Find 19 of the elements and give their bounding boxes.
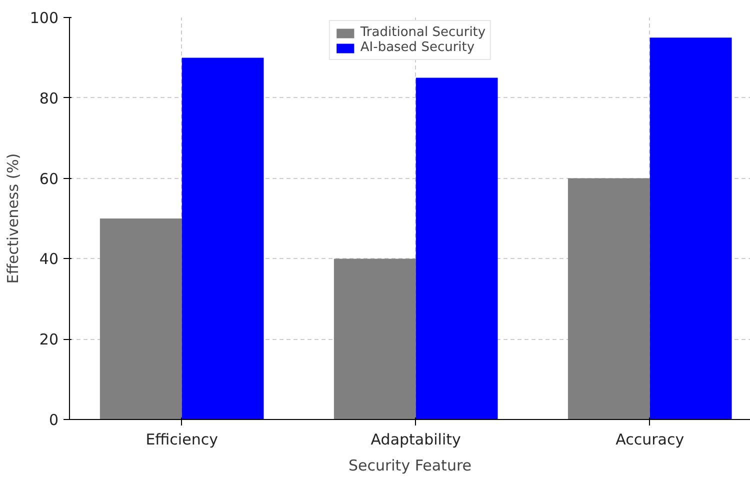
bar	[650, 38, 732, 420]
y-tick-label: 40	[39, 250, 59, 268]
x-tick-label: Accuracy	[616, 430, 684, 448]
y-tick-label: 0	[48, 411, 59, 429]
y-tick-label: 20	[39, 330, 59, 349]
bar	[416, 78, 498, 420]
x-tick-label: Efficiency	[146, 430, 218, 448]
bar	[182, 58, 264, 420]
bar	[100, 218, 182, 420]
x-tick-label: Adaptability	[370, 430, 462, 448]
y-tick-label: 60	[39, 170, 59, 188]
legend-label: AI-based Security	[360, 40, 475, 55]
bar	[334, 258, 416, 420]
y-tick-label: 80	[39, 89, 59, 108]
x-axis-title: Security Feature	[348, 456, 472, 474]
legend-label: Traditional Security	[360, 25, 486, 40]
bar	[568, 178, 650, 420]
y-tick-label: 100	[30, 9, 59, 27]
y-axis-title: Effectiveness (%)	[4, 153, 22, 284]
